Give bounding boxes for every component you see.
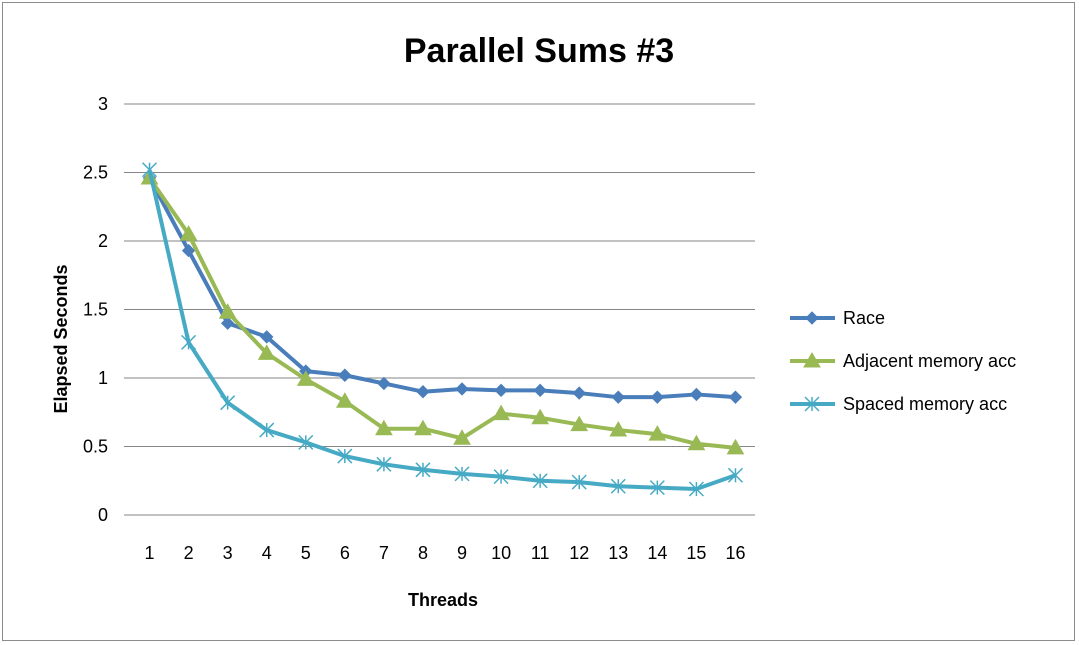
data-point (453, 429, 471, 445)
data-point (337, 448, 353, 464)
data-point (414, 419, 432, 436)
data-point (492, 404, 510, 421)
series-2 (140, 168, 745, 455)
x-tick-label: 9 (457, 543, 467, 563)
data-point (218, 303, 237, 319)
x-tick-label: 1 (145, 543, 155, 563)
data-point (494, 383, 508, 398)
series-line (147, 169, 737, 491)
x-axis-ticks: 1 2 3 4 5 6 7 8 9 10 11 12 13 14 15 16 (145, 543, 746, 563)
legend-marker (804, 396, 820, 412)
data-point (377, 376, 391, 391)
x-tick-label: 4 (262, 543, 272, 563)
gridlines (130, 103, 755, 447)
data-point (338, 368, 352, 382)
legend-marker (803, 351, 821, 368)
chart-title: Parallel Sums #3 (404, 32, 674, 70)
data-point (570, 415, 589, 432)
data-point (650, 390, 665, 404)
data-point (260, 330, 274, 344)
data-point (649, 480, 665, 496)
data-point (728, 390, 743, 404)
x-axis-label: Threads (408, 590, 478, 610)
x-tick-label: 15 (686, 543, 706, 563)
legend-item: Adjacent memory acc (790, 351, 1016, 371)
data-point (611, 390, 625, 404)
series-3 (142, 162, 743, 497)
data-point (687, 434, 706, 451)
data-point (609, 421, 628, 437)
data-point (455, 382, 469, 396)
data-point (571, 474, 587, 490)
legend-label: Race (843, 308, 885, 328)
x-tick-label: 11 (531, 543, 550, 563)
data-point (298, 434, 314, 450)
series-1 (142, 171, 743, 404)
data-point (259, 422, 275, 438)
data-point (220, 316, 235, 330)
x-tick-label: 3 (223, 543, 233, 563)
y-axis-label: Elapsed Seconds (51, 264, 71, 413)
data-point (531, 408, 550, 425)
x-tick-label: 6 (340, 543, 350, 563)
data-point (375, 419, 393, 436)
x-tick-label: 2 (184, 543, 194, 563)
data-point (688, 481, 704, 497)
data-point (142, 162, 158, 178)
legend-label: Adjacent memory acc (843, 351, 1016, 371)
data-point (454, 466, 470, 482)
legend-marker (805, 311, 819, 325)
y-tick-label: 3 (98, 94, 108, 114)
data-point (416, 384, 430, 399)
y-tick-label: 0 (98, 505, 108, 525)
data-point (493, 469, 509, 485)
y-tick-label: 2 (98, 231, 108, 251)
data-point (610, 478, 626, 494)
x-tick-label: 14 (647, 543, 667, 563)
y-tick-label: 1 (98, 368, 108, 388)
legend-label: Spaced memory acc (843, 394, 1007, 414)
data-point (181, 243, 196, 258)
x-tick-label: 13 (608, 543, 628, 563)
data-point (726, 438, 745, 455)
series-line (147, 176, 736, 450)
data-point (257, 344, 276, 360)
x-tick-label: 16 (725, 543, 745, 563)
data-point (572, 386, 586, 400)
legend-item: Race (790, 308, 885, 328)
series-layer (140, 162, 745, 497)
data-point (415, 462, 431, 478)
data-point (648, 425, 667, 441)
data-point (296, 370, 315, 386)
y-tick-label: 1.5 (83, 300, 108, 320)
legend: Race Adjacent memory acc Spaced memory acc (790, 308, 1016, 414)
x-tick-label: 12 (569, 543, 589, 563)
x-tick-label: 8 (418, 543, 428, 563)
series-line (147, 177, 736, 400)
x-tick-label: 7 (379, 543, 389, 563)
data-point (181, 334, 197, 350)
x-tick-label: 5 (301, 543, 311, 563)
y-axis-ticks: 0 0.5 1 1.5 2 2.5 3 (83, 94, 130, 525)
data-point (179, 225, 198, 241)
data-point (533, 383, 547, 398)
data-point (335, 392, 354, 408)
data-point (689, 387, 704, 402)
y-tick-label: 2.5 (83, 163, 108, 183)
data-point (727, 467, 743, 483)
legend-item: Spaced memory acc (790, 394, 1007, 414)
data-point (220, 395, 236, 411)
data-point (376, 456, 392, 472)
x-tick-label: 10 (491, 543, 511, 563)
data-point (532, 473, 548, 489)
y-tick-label: 0.5 (83, 437, 108, 457)
